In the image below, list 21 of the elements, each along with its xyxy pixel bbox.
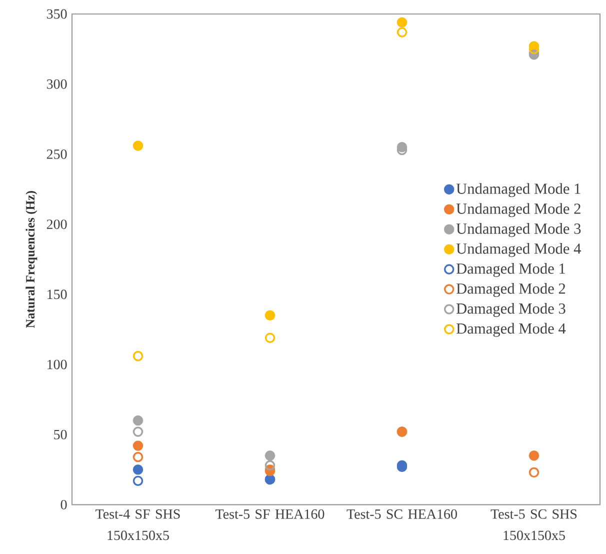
y-tick-label: 350 <box>46 9 67 19</box>
y-tick-label: 50 <box>54 430 67 440</box>
legend-label: Undamaged Mode 2 <box>456 203 580 218</box>
x-tick-label: Test-5 SF HEA160 <box>216 509 324 519</box>
legend-label: Damaged Mode 4 <box>456 322 566 337</box>
legend-label: Undamaged Mode 4 <box>456 243 581 257</box>
y-tick-label: 250 <box>46 149 67 159</box>
y-tick-label: 300 <box>46 79 67 89</box>
y-tick-label: 200 <box>46 220 67 230</box>
legend-label: Undamaged Mode 1 <box>456 183 580 198</box>
y-tick-label: 0 <box>60 500 67 510</box>
x-tick-label: Test-5 SC SHS 150x150x5 <box>490 509 577 540</box>
legend-label: Undamaged Mode 3 <box>456 223 581 237</box>
y-tick-label: 150 <box>48 290 67 300</box>
x-tick-label: Test-5 SC HEA160 <box>346 509 457 519</box>
legend-label: Damaged Mode 2 <box>456 282 566 297</box>
y-axis-title: Natural Frequencies (Hz) <box>26 191 38 328</box>
x-tick-label: Test-4 SF SHS 150x150x5 <box>96 509 180 540</box>
legend-label: Damaged Mode 3 <box>456 302 566 317</box>
y-tick-label: 100 <box>48 360 67 370</box>
legend-label: Damaged Mode 1 <box>456 262 565 277</box>
